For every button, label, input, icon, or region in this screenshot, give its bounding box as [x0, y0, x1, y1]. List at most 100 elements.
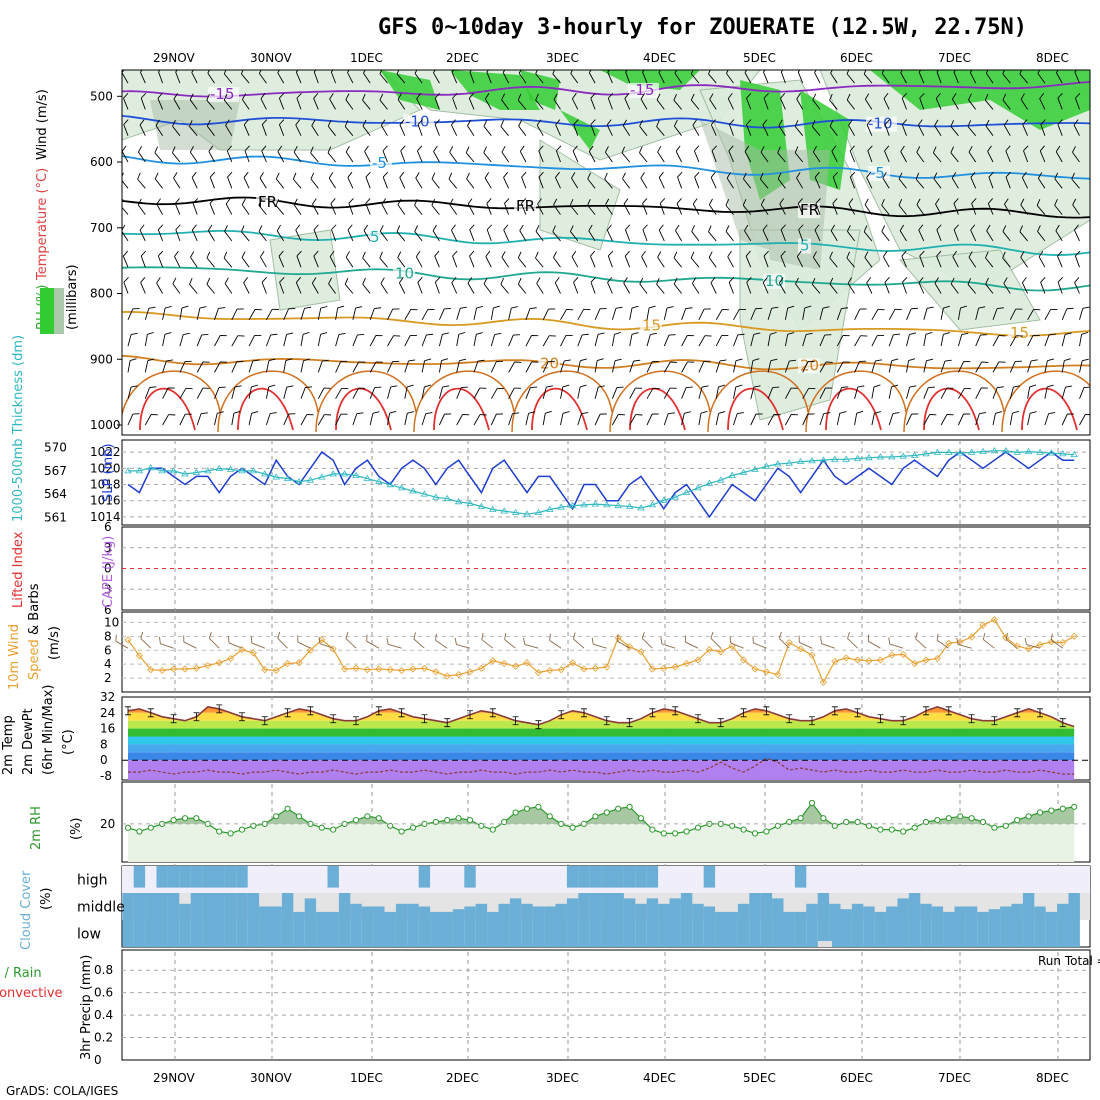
wind-barb [849, 145, 856, 163]
barb-staff [449, 204, 458, 215]
panel-frame-slp [121, 439, 1091, 526]
rh-mid-region [700, 120, 770, 250]
barb-flag [946, 387, 954, 389]
panel-frame-wind [121, 611, 1091, 693]
barb-flag [606, 119, 612, 126]
barb-staff [617, 640, 630, 649]
barb-flag [451, 224, 456, 231]
surface-wind-barb [591, 637, 607, 649]
wind-barb [975, 412, 987, 426]
barb-flag [1065, 332, 1072, 335]
wind-barb [656, 277, 665, 294]
wind-speed-point [443, 672, 451, 680]
barb-flag [590, 277, 596, 283]
barb-flag [241, 251, 246, 258]
wind-barb [1005, 171, 1011, 189]
wind-barb [698, 385, 709, 399]
upper-ytick-label: 700 [90, 221, 113, 235]
wind-barb [629, 359, 641, 373]
barb-flag [863, 225, 868, 232]
barb-flag [251, 384, 258, 388]
barb-staff [313, 98, 319, 110]
rh-shade-region [269, 229, 341, 311]
surface-temp-contour [707, 370, 809, 433]
cloud-mid-bar [920, 903, 932, 920]
contour-label: 10 [395, 264, 414, 282]
barb-flag [946, 414, 954, 416]
barb-staff [175, 229, 181, 242]
wind-barb [404, 384, 414, 399]
contour-label: FR [800, 201, 819, 219]
barb-staff [484, 98, 492, 110]
wind-barb [404, 359, 416, 373]
barb-flag [366, 634, 368, 642]
barb-flag [829, 277, 834, 285]
barb-staff [814, 229, 821, 242]
wind-barb [1079, 358, 1089, 373]
barb-flag [398, 277, 404, 284]
barb-staff [940, 414, 948, 426]
barb-flag [708, 251, 713, 258]
wind-barb [587, 198, 596, 215]
barb-flag [722, 308, 729, 311]
wind-barb [279, 277, 285, 294]
barb-flag [467, 198, 473, 205]
wind-speed-point [671, 663, 679, 671]
wind-barb [1079, 331, 1089, 347]
wind-barb [379, 70, 388, 84]
barb-flag [341, 387, 349, 390]
barb-staff [387, 308, 394, 320]
barb-flag [511, 306, 518, 309]
wind-barb [836, 361, 850, 373]
barb-staff [490, 307, 494, 320]
barb-flag [250, 636, 253, 643]
temp-minmax-bar [216, 704, 223, 714]
barb-flag [971, 198, 977, 204]
wind-barb [611, 386, 624, 399]
wind-barb [293, 146, 302, 163]
contour-label: 15 [642, 316, 661, 334]
barb-staff [300, 414, 308, 426]
barb-flag [535, 93, 539, 101]
wind-barb [396, 225, 406, 242]
barb-flag [779, 277, 784, 284]
barb-flag [277, 631, 281, 639]
cloud-low-bar [680, 920, 693, 947]
barb-staff [172, 125, 181, 136]
barb-staff [744, 230, 752, 242]
barb-staff [344, 126, 354, 136]
wind-barb [328, 277, 336, 294]
wind-barb [624, 224, 631, 242]
wind-barb [448, 172, 458, 189]
wind-barb [698, 410, 708, 426]
wind-speed-point [751, 665, 759, 673]
barb-staff [715, 386, 719, 399]
barb-flag [572, 632, 576, 640]
wind-barb [456, 331, 466, 347]
barb-staff [144, 308, 150, 320]
wind-barb [690, 251, 700, 268]
barb-flag [279, 119, 285, 125]
wind-barb [1021, 171, 1029, 189]
wind-barb [811, 120, 821, 136]
barb-staff [1027, 309, 1034, 321]
barb-staff [296, 255, 302, 268]
barb-staff [265, 334, 272, 347]
barb-staff [503, 177, 510, 189]
wind-speed-point [500, 659, 508, 668]
wind-barb [906, 307, 918, 320]
cloud-mid-bar [167, 893, 180, 920]
cloud-low-bar [464, 920, 476, 947]
wind-barb [317, 387, 331, 399]
thickness-point [386, 481, 394, 488]
barb-flag [504, 198, 510, 204]
barb-staff [836, 335, 844, 347]
cloud-mid-bar [840, 909, 852, 920]
barb-staff [335, 388, 342, 399]
barb-staff [295, 71, 302, 84]
barb-staff [517, 283, 527, 294]
wind-speed-point [1025, 645, 1033, 653]
wind-barb [898, 198, 907, 215]
barb-flag [675, 224, 680, 231]
cloud-low-bar [908, 920, 921, 947]
